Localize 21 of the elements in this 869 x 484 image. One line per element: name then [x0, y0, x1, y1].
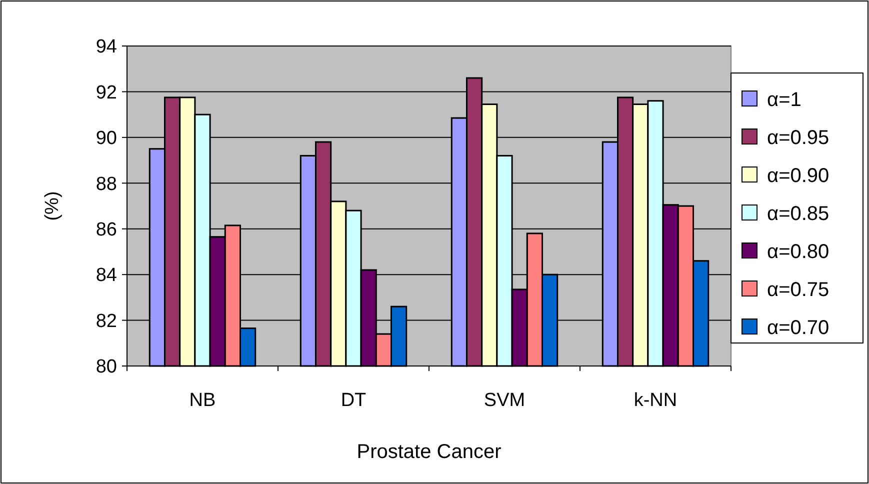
- y-tick-label: 86: [96, 220, 117, 241]
- legend-label: α=1: [767, 89, 802, 111]
- y-tick-label: 92: [96, 82, 117, 104]
- x-tick-label: SVM: [484, 390, 526, 411]
- x-tick-label: DT: [340, 390, 367, 411]
- legend-label: α=0.95: [767, 127, 830, 149]
- x-tick-label: NB: [189, 390, 216, 411]
- y-tick-label: 84: [96, 265, 118, 286]
- legend-label: α=0.80: [767, 241, 830, 263]
- x-tick-label: k-NN: [634, 390, 678, 411]
- legend-label: α=0.85: [767, 203, 830, 225]
- y-tick-label: 88: [96, 174, 117, 195]
- legend-label: α=0.70: [767, 317, 830, 339]
- y-tick-label: 94: [96, 36, 118, 58]
- y-axis-title: (%): [42, 191, 63, 221]
- x-axis-title: Prostate Cancer: [356, 441, 502, 463]
- legend-label: α=0.90: [767, 165, 830, 187]
- y-tick-label: 80: [96, 356, 117, 378]
- y-tick-label: 90: [96, 128, 117, 150]
- legend-label: α=0.75: [767, 279, 830, 301]
- y-tick-label: 82: [96, 310, 117, 332]
